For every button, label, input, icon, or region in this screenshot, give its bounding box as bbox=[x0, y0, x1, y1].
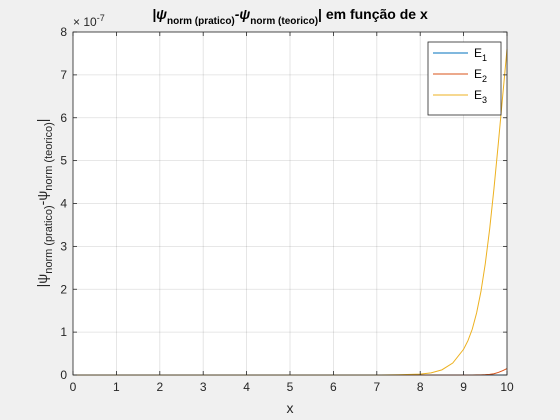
x-tick-label: 2 bbox=[156, 380, 163, 394]
legend-label-e3: E3 bbox=[474, 88, 487, 105]
x-tick-label: 0 bbox=[70, 380, 77, 394]
y-tick-label: 7 bbox=[60, 68, 67, 82]
x-tick-label: 9 bbox=[460, 380, 467, 394]
y-tick-label: 0 bbox=[60, 368, 67, 382]
ticks: 0 1 2 3 4 5 6 7 8 9 10 0 1 2 3 4 5 6 7 8 bbox=[60, 25, 514, 394]
x-tick-label: 8 bbox=[417, 380, 424, 394]
x-tick-label: 6 bbox=[330, 380, 337, 394]
legend-label-e2: E2 bbox=[474, 67, 487, 84]
y-tick-label: 2 bbox=[60, 282, 67, 296]
y-tick-label: 5 bbox=[60, 154, 67, 168]
y-exponent-label: × 10-7 bbox=[73, 13, 105, 29]
chart-title: |ψnorm (pratico)-ψnorm (teorico)| em fun… bbox=[152, 6, 428, 27]
x-tick-label: 7 bbox=[373, 380, 380, 394]
x-tick-label: 4 bbox=[243, 380, 250, 394]
legend-label-e1: E1 bbox=[474, 46, 487, 63]
x-tick-label: 3 bbox=[200, 380, 207, 394]
y-tick-label: 3 bbox=[60, 239, 67, 253]
y-tick-label: 1 bbox=[60, 325, 67, 339]
x-tick-label: 10 bbox=[500, 380, 514, 394]
y-tick-label: 8 bbox=[60, 25, 67, 39]
x-tick-label: 1 bbox=[113, 380, 120, 394]
x-axis-label: x bbox=[287, 400, 294, 416]
x-tick-label: 5 bbox=[287, 380, 294, 394]
y-axis-label: |ψnorm (pratico)-ψnorm (teorico)| bbox=[34, 119, 55, 288]
y-tick-label: 4 bbox=[60, 197, 67, 211]
legend: E1 E2 E3 bbox=[427, 41, 502, 116]
y-tick-label: 6 bbox=[60, 111, 67, 125]
legend-box bbox=[427, 41, 502, 116]
